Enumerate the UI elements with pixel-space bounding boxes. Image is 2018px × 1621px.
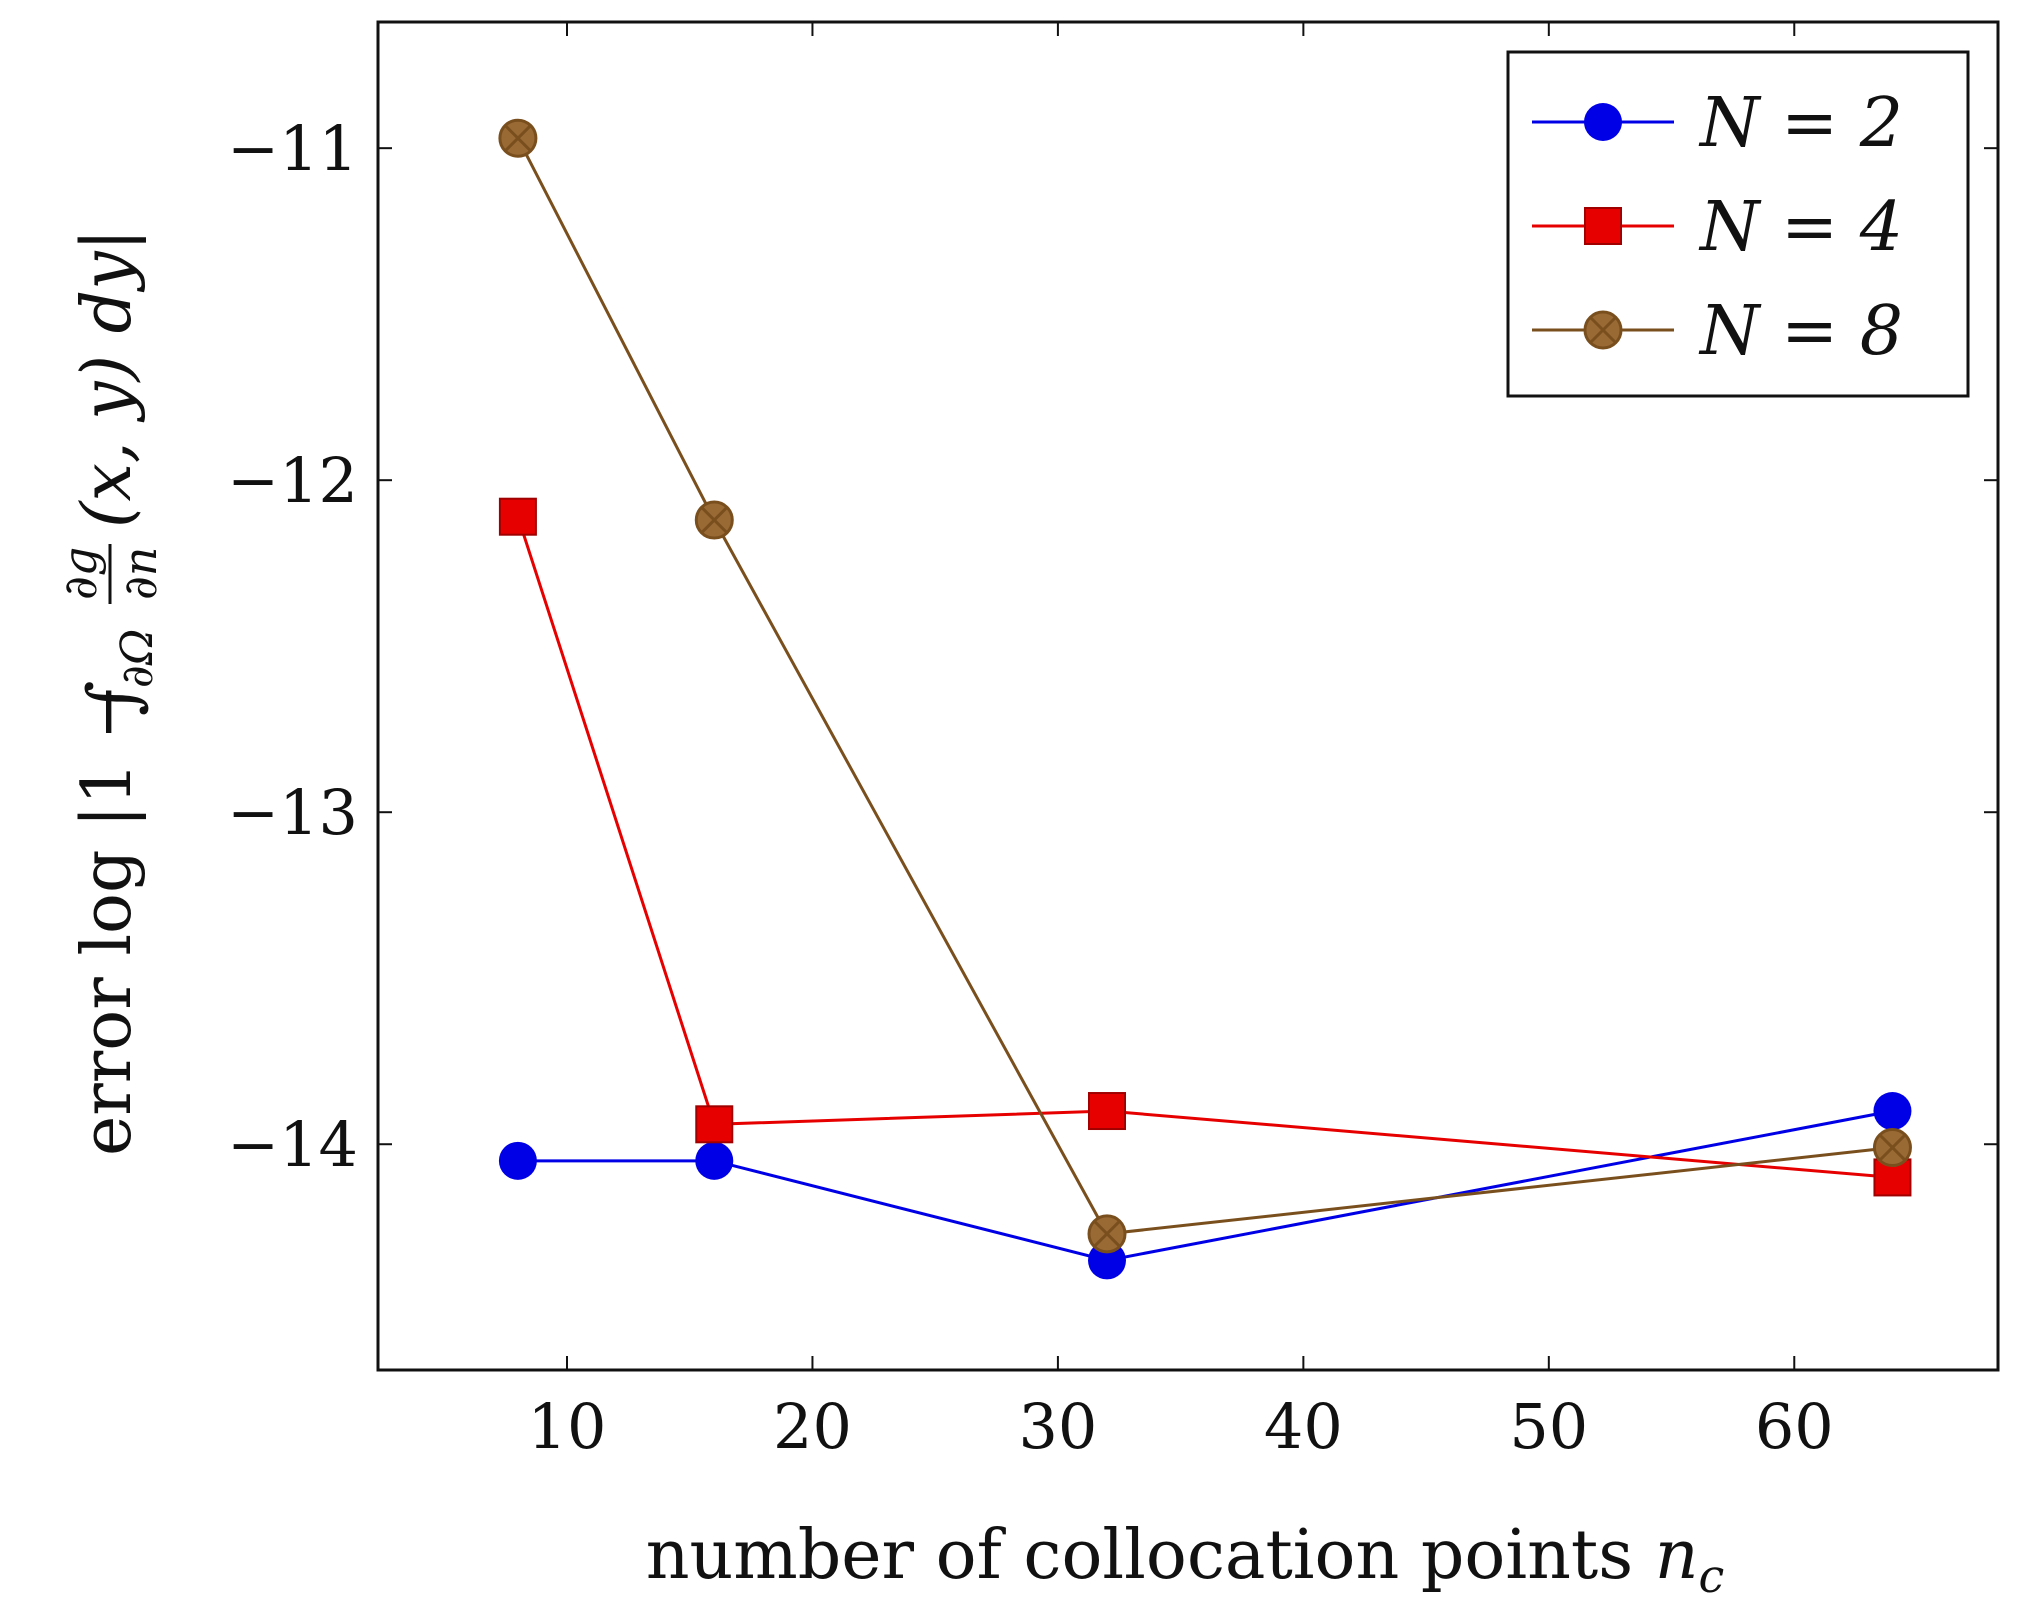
legend-label-1: N = 2 xyxy=(1698,84,1903,163)
series-3-point xyxy=(498,118,538,158)
y-tick-label: −11 xyxy=(227,112,358,185)
series-line-2 xyxy=(516,516,1893,1179)
legend-marker-1 xyxy=(1584,103,1622,141)
tick-group: 10 20 30 40 50 60 −11 −12 −13 −14 xyxy=(227,22,1998,1463)
legend-marker-2 xyxy=(1584,207,1622,245)
y-tick-label: −12 xyxy=(227,444,358,517)
y-axis-frac-den: ∂n xyxy=(113,547,167,600)
series-line-3 xyxy=(516,137,1893,1236)
plot-frame xyxy=(376,20,2000,1372)
series-3-point xyxy=(1087,1214,1127,1254)
legend: N = 2 N = 4 N = 8 xyxy=(1506,50,1970,398)
x-tick-label: 20 xyxy=(773,1390,852,1463)
series-2-point xyxy=(498,497,537,536)
series-1-point xyxy=(498,1141,537,1180)
series-1-point xyxy=(695,1141,734,1180)
y-axis-prefix: error log |1 − xyxy=(68,683,147,1156)
x-axis-symbol: n xyxy=(1655,1516,1699,1595)
x-axis-label-text: number of collocation points xyxy=(646,1516,1633,1595)
y-axis-frac-num: ∂g xyxy=(53,547,107,600)
legend-label-2: N = 4 xyxy=(1698,188,1903,267)
series-lines xyxy=(516,137,1893,1262)
legend-marker-3 xyxy=(1583,310,1623,350)
series-line-1 xyxy=(517,1109,1893,1262)
y-tick-label: −13 xyxy=(227,776,358,849)
x-axis-subscript: c xyxy=(1699,1549,1725,1603)
legend-label-3: N = 8 xyxy=(1698,292,1903,371)
y-axis-integral: ∫ xyxy=(74,681,153,716)
x-tick-label: 30 xyxy=(1018,1390,1097,1463)
series-markers xyxy=(498,118,1912,1280)
y-axis-args: (x, y) dy| xyxy=(68,228,147,528)
series-1-point xyxy=(1088,1241,1126,1280)
x-tick-label: 50 xyxy=(1509,1390,1588,1463)
x-tick-label: 40 xyxy=(1264,1390,1343,1463)
series-3-point xyxy=(694,500,734,540)
y-axis-title: error log |1 − ∫ ∂Ω ∂g ∂n (x, y) dy| xyxy=(53,228,167,1156)
x-tick-label: 10 xyxy=(528,1390,607,1463)
series-2-point xyxy=(1088,1092,1126,1131)
x-tick-label: 60 xyxy=(1755,1390,1834,1463)
series-2-point xyxy=(695,1105,734,1144)
y-tick-label: −14 xyxy=(227,1108,358,1181)
y-axis-domain: ∂Ω xyxy=(112,629,163,688)
series-1-point xyxy=(1873,1092,1912,1131)
series-3-point xyxy=(1872,1128,1912,1168)
x-axis-title: number of collocation points nc xyxy=(646,1516,1725,1603)
